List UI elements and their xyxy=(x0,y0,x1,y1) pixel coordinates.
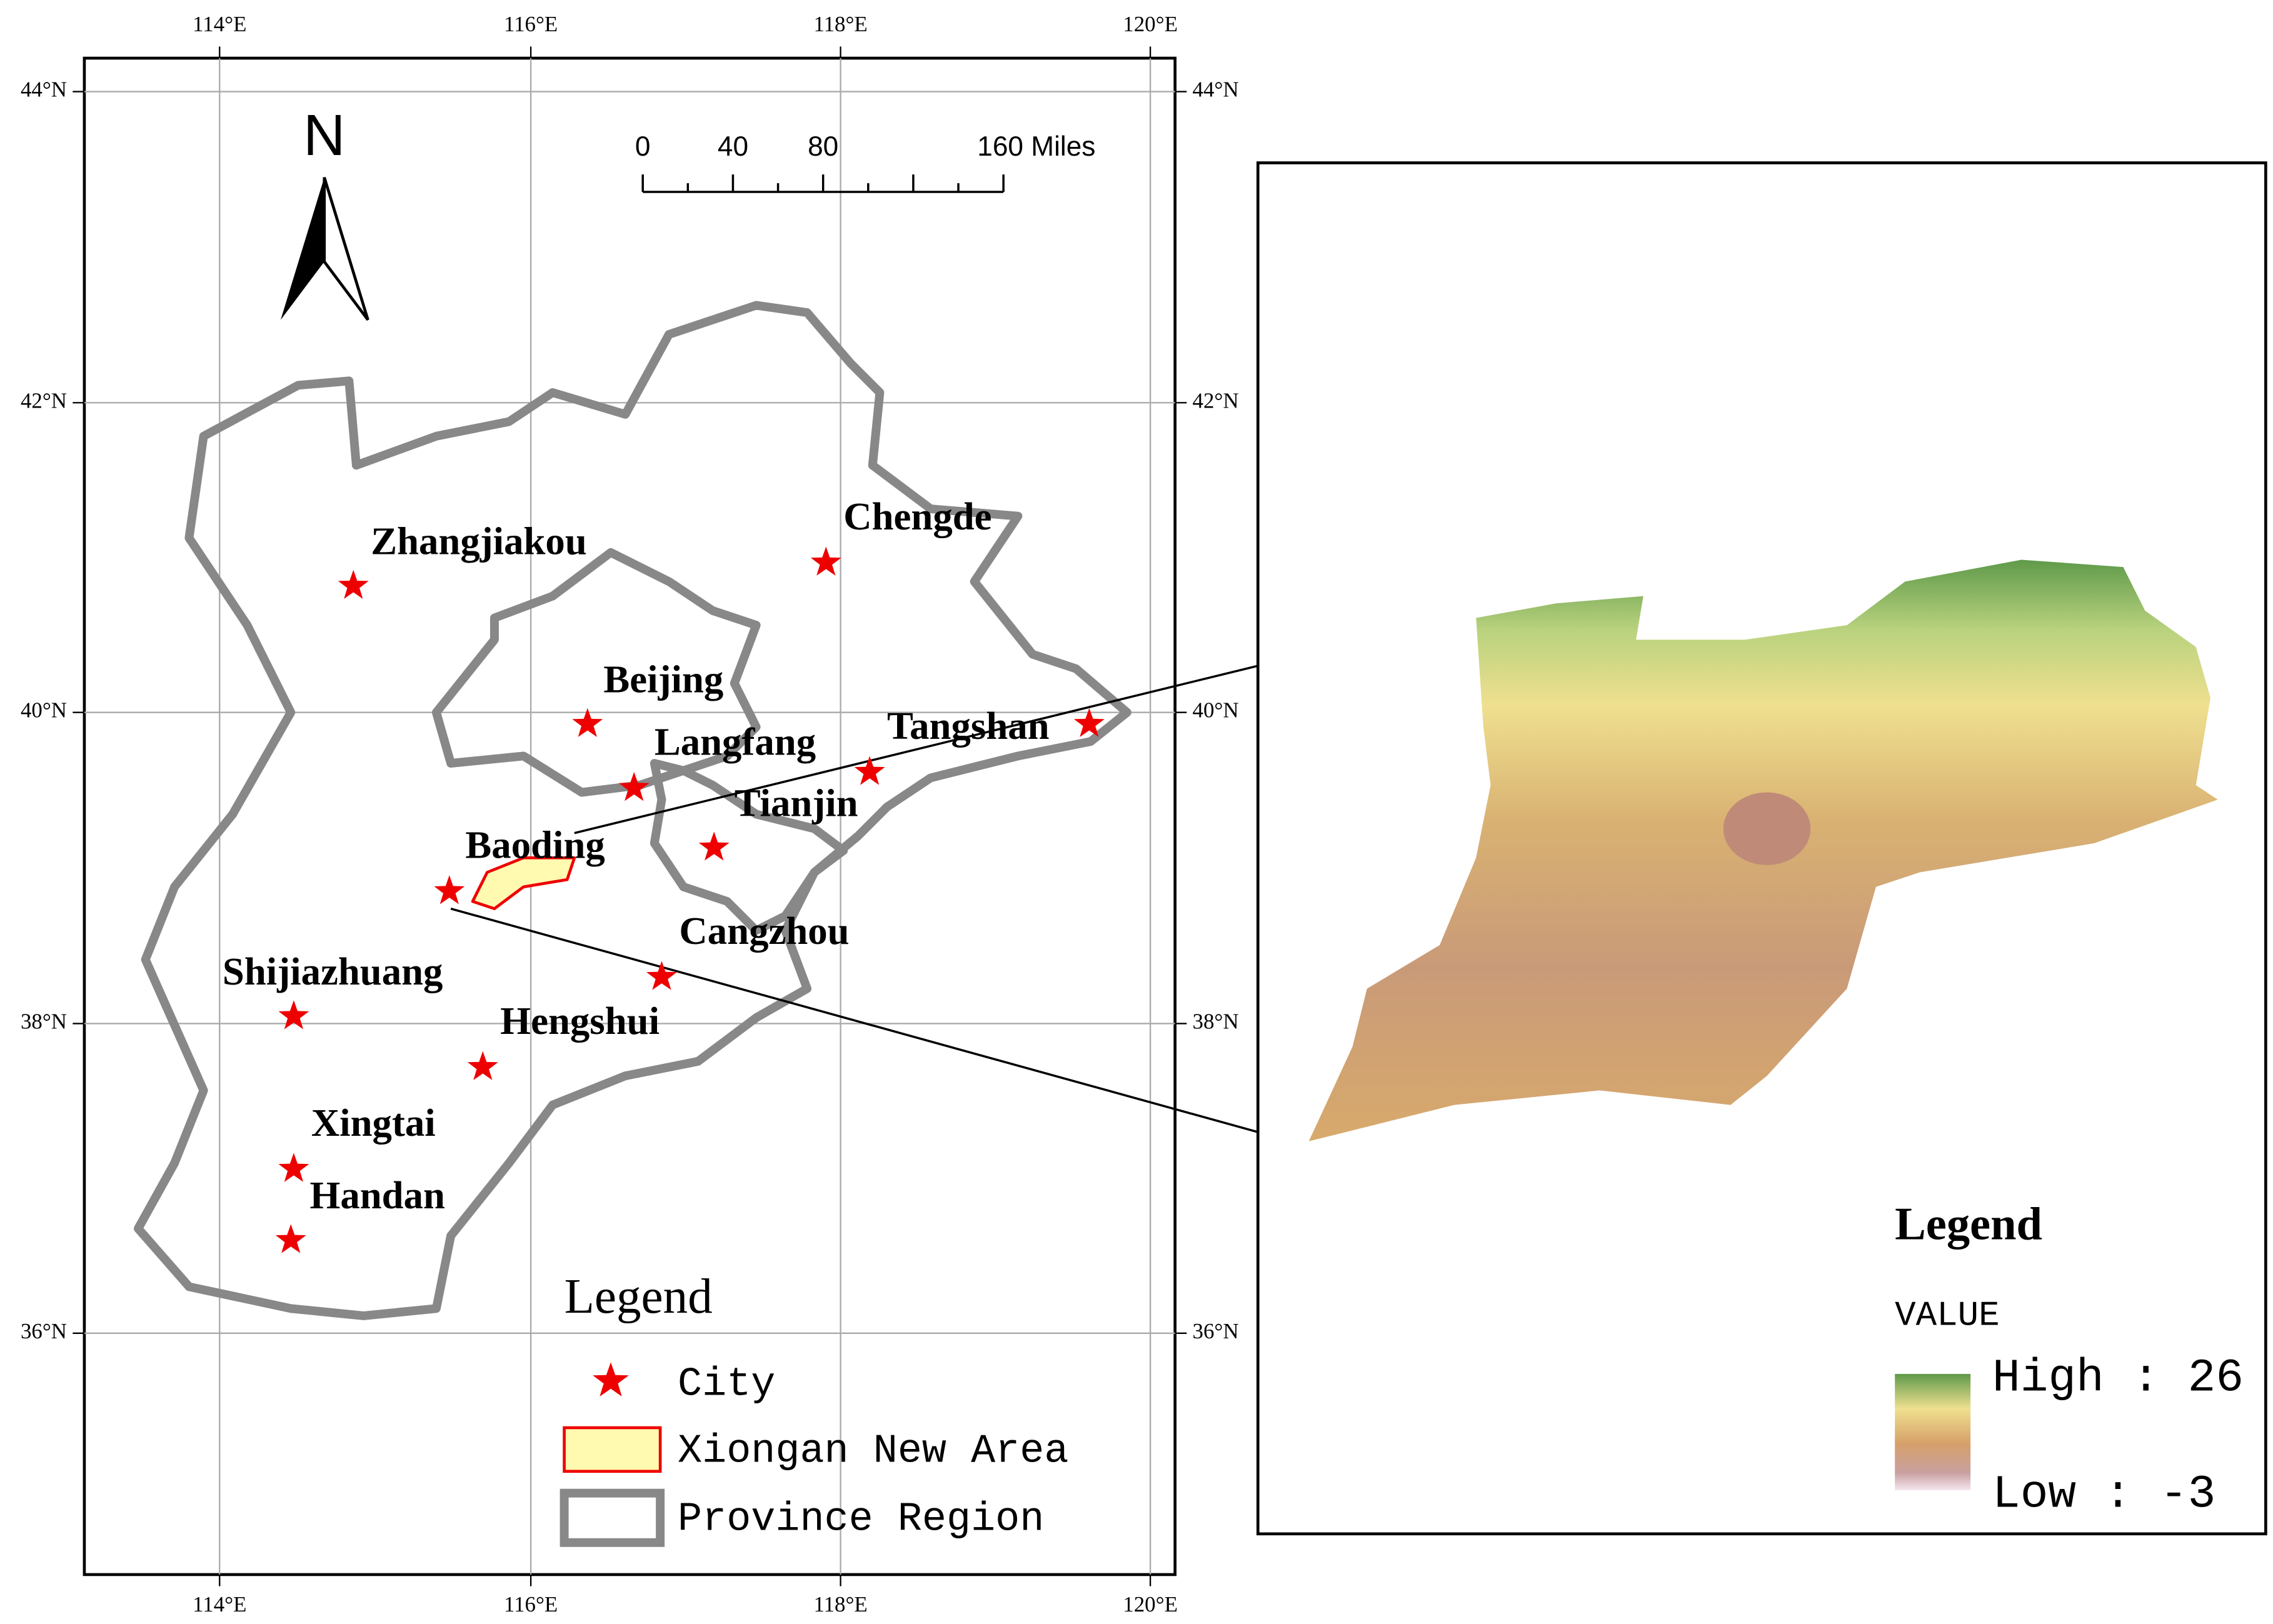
legend-swatch xyxy=(559,1488,665,1547)
scale-label: 160 Miles xyxy=(977,131,1095,162)
city-label: Xingtai xyxy=(311,1101,436,1145)
city-star xyxy=(278,1000,309,1030)
city-label: Shijiazhuang xyxy=(223,950,443,993)
legend-item: Province Region xyxy=(678,1496,1044,1543)
lat-label: 40°N xyxy=(21,698,67,723)
legend-swatch xyxy=(563,1426,662,1473)
legend-low: Low : -3 xyxy=(1992,1469,2215,1521)
provinces xyxy=(134,301,1131,1320)
raster-depression xyxy=(1723,792,1811,865)
city-label: Zhangjiakou xyxy=(371,519,587,563)
legend-high: High : 26 xyxy=(1992,1353,2244,1405)
city-star xyxy=(810,546,841,576)
city-star xyxy=(1073,708,1105,737)
lon-label: 114°E xyxy=(193,12,246,36)
city-label: Langfang xyxy=(655,720,816,764)
connector xyxy=(450,907,1318,1150)
city-label: Handan xyxy=(310,1173,445,1217)
tianjin-outline xyxy=(650,759,848,935)
city-label: Hengshui xyxy=(500,999,660,1043)
left-legend: Legend City Xiongan New Area Province Re… xyxy=(559,1270,1068,1547)
legend-ramp xyxy=(1895,1373,1971,1491)
xiongan-area xyxy=(471,856,576,910)
city-star xyxy=(434,875,465,905)
lon-label: 116°E xyxy=(504,1592,558,1616)
beijing-outline xyxy=(431,548,761,797)
lat-label: 38°N xyxy=(21,1009,67,1033)
scale-bar: 0 40 80 160 Miles xyxy=(635,131,1095,193)
lon-label: 118°E xyxy=(813,1592,867,1616)
city-star xyxy=(854,756,885,785)
city-star xyxy=(572,708,603,737)
legend-field: VALUE xyxy=(1895,1296,1999,1336)
scale-label: 40 xyxy=(718,131,748,162)
city-star xyxy=(338,569,369,599)
legend-star xyxy=(593,1362,629,1397)
city-star xyxy=(698,831,730,861)
arrow-right xyxy=(323,177,369,321)
city-star xyxy=(278,1153,309,1182)
inset-legend: Legend VALUE High : 26 Low : -3 xyxy=(1895,1198,2244,1521)
graticule: 114°E 114°E 116°E 116°E 118°E 118°E 120°E 120°E… xyxy=(21,12,1239,1616)
legend-item: Xiongan New Area xyxy=(678,1428,1068,1474)
cities: Zhangjiakou Chengde Beijing Langfang Tangsha… xyxy=(223,494,1050,1253)
left-frame xyxy=(83,56,1177,1576)
lon-label: 116°E xyxy=(504,12,558,36)
city-label: Tangshan xyxy=(887,704,1050,748)
lat-label: 36°N xyxy=(1193,1319,1239,1343)
lon-label: 120°E xyxy=(1123,12,1178,36)
lat-label: 40°N xyxy=(1193,698,1239,723)
city-star xyxy=(275,1224,306,1253)
city-label: Beijing xyxy=(603,658,723,701)
north-label: N xyxy=(303,103,345,168)
city-label: Tianjin xyxy=(735,781,858,825)
city-star xyxy=(467,1051,498,1080)
city-label: Chengde xyxy=(843,494,991,538)
legend-title: Legend xyxy=(564,1270,713,1324)
lon-label: 118°E xyxy=(813,12,867,36)
lat-label: 44°N xyxy=(21,78,67,102)
city-label: Cangzhou xyxy=(679,909,849,953)
scale-label: 0 xyxy=(635,131,651,162)
lat-label: 44°N xyxy=(1193,78,1239,102)
city-star xyxy=(646,961,677,990)
scale-label: 80 xyxy=(808,131,838,162)
legend-title: Legend xyxy=(1895,1198,2042,1250)
lat-label: 38°N xyxy=(1193,1009,1239,1033)
lat-label: 42°N xyxy=(21,388,67,413)
city-label: Baoding xyxy=(465,823,605,867)
lat-label: 36°N xyxy=(21,1319,67,1343)
lat-label: 42°N xyxy=(1193,388,1239,413)
lon-label: 120°E xyxy=(1123,1592,1178,1616)
legend-item: City xyxy=(678,1361,775,1407)
city-star xyxy=(618,772,650,801)
lon-label: 114°E xyxy=(193,1592,246,1616)
